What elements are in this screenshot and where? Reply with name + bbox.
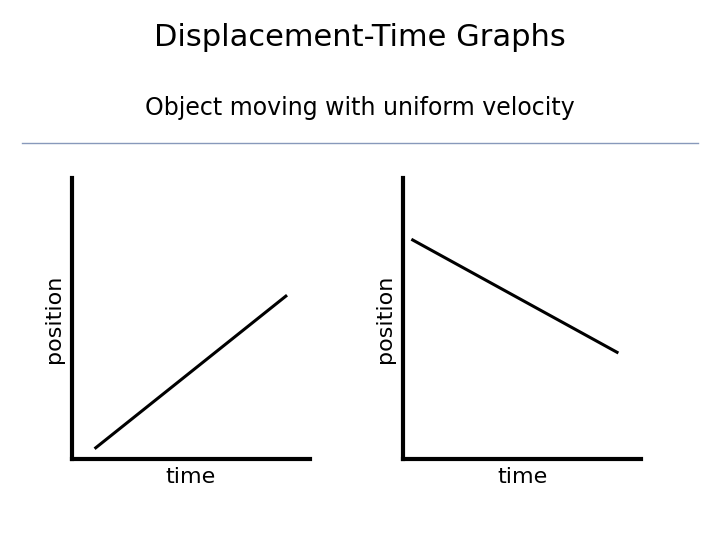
X-axis label: time: time	[166, 467, 216, 487]
Y-axis label: position: position	[375, 274, 395, 363]
Y-axis label: position: position	[44, 274, 63, 363]
Text: Object moving with uniform velocity: Object moving with uniform velocity	[145, 96, 575, 120]
Text: Displacement-Time Graphs: Displacement-Time Graphs	[154, 23, 566, 52]
X-axis label: time: time	[497, 467, 547, 487]
